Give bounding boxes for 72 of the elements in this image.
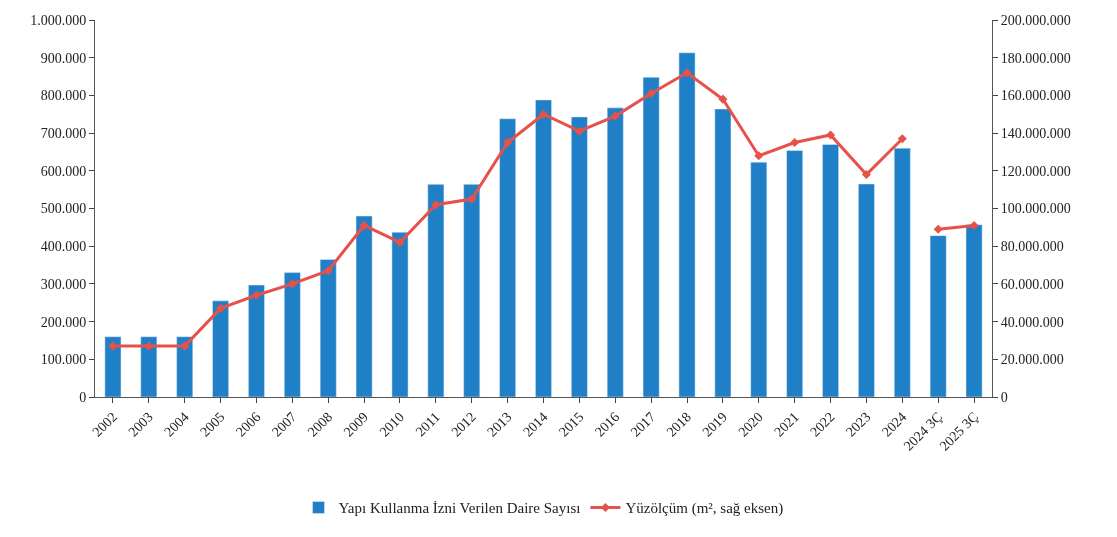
bar: [714, 108, 732, 397]
point: [180, 341, 190, 351]
bar: [391, 232, 409, 397]
bar: [786, 150, 803, 397]
y-tick-label: 400.000: [40, 239, 87, 255]
point: [216, 303, 226, 313]
point: [467, 194, 477, 204]
bar: [822, 144, 839, 397]
bar: [319, 259, 337, 397]
bar: [606, 107, 624, 397]
point: [574, 126, 584, 136]
bar: [463, 184, 481, 397]
legend-label: Yüzölçüm (m², sağ eksen): [625, 500, 784, 518]
y-tick-label: 200.000: [40, 314, 87, 330]
bar: [284, 272, 301, 397]
y-tick-label: 300.000: [40, 276, 87, 292]
point: [718, 94, 728, 104]
point: [251, 290, 262, 300]
point: [610, 111, 620, 121]
point: [503, 137, 513, 148]
y2-tick-label: 140.000.000: [1000, 126, 1071, 141]
bar: [140, 336, 158, 397]
y-tick-label: 700.000: [40, 126, 87, 141]
y2-tick-label: 100.000.000: [1000, 201, 1071, 217]
y-tick-label: 100.000: [40, 352, 87, 368]
point: [790, 137, 800, 148]
bar: [535, 99, 552, 397]
bar: [893, 147, 911, 397]
bar: [642, 77, 660, 397]
bar: [427, 184, 445, 397]
y-tick-label: 500.000: [40, 201, 87, 217]
y-tick-label: 1.000.000: [30, 12, 87, 28]
y2-tick-label: 40.000.000: [1000, 314, 1064, 330]
point: [144, 341, 154, 351]
y2-tick-label: 200.000.000: [1000, 12, 1071, 28]
bar: [678, 52, 696, 397]
bar: [858, 183, 875, 397]
bar: [248, 284, 265, 397]
bar: [212, 300, 229, 397]
y2-tick-label: 20.000.000: [1000, 352, 1064, 368]
y2-tick-label: 180.000.000: [1000, 50, 1071, 66]
point: [108, 341, 118, 351]
bar: [750, 161, 768, 397]
point: [287, 279, 297, 289]
y2-tick-label: 120.000.000: [1000, 163, 1071, 179]
legend-label: Yapı Kullanma İzni Verilen Daire Sayısı: [338, 500, 581, 517]
bar: [104, 336, 122, 397]
point: [538, 109, 549, 119]
bar: [176, 336, 194, 397]
y-tick-label: 600.000: [40, 163, 87, 179]
point: [646, 88, 656, 99]
bar: [929, 235, 947, 397]
point: [754, 151, 764, 161]
point: [323, 266, 333, 276]
bar: [499, 118, 516, 397]
point: [861, 170, 871, 180]
y2-tick-label: 160.000.000: [1000, 88, 1071, 104]
bar: [571, 116, 588, 397]
point: [359, 220, 369, 231]
point: [825, 130, 836, 140]
y2-tick-label: 80.000.000: [1000, 239, 1064, 255]
y2-tick-label: 60.000.000: [1000, 276, 1064, 292]
y2-tick-label: 0: [1000, 389, 1008, 405]
y-tick-label: 0: [79, 389, 87, 405]
point: [682, 68, 692, 78]
point: [395, 237, 405, 247]
point: [897, 134, 907, 144]
point: [431, 200, 441, 210]
bar: [965, 224, 983, 397]
y-tick-label: 900.000: [40, 50, 87, 66]
y-tick-label: 800.000: [40, 88, 87, 104]
bar: [355, 215, 373, 397]
